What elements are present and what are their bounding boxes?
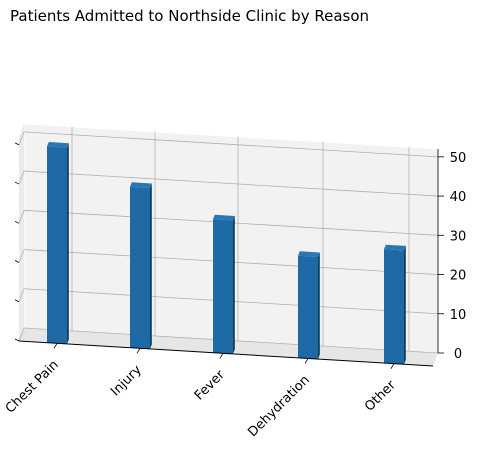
bar-side [67,143,69,344]
bar-front [384,249,404,365]
z-tick-label: 20 [450,269,467,284]
z-tick-label: 30 [450,229,467,244]
bar-fever [213,214,235,354]
left-tick [14,299,20,303]
x-tick [390,363,395,369]
x-tick [219,353,224,359]
x-tick-label: Dehydration [245,373,312,440]
grid-line-y [23,131,439,158]
bar-dehydration [298,251,320,360]
x-tick-label: Other [362,377,399,414]
bar-side [318,252,320,360]
z-tick-label: 10 [450,308,467,323]
x-tick [53,343,58,349]
x-tick-label: Fever [192,367,228,403]
x-tick-label: Chest Pain [3,358,62,417]
left-tick [14,220,20,224]
grid-line-y-side [18,249,25,263]
x-tick [136,348,141,354]
bar-front [47,146,67,344]
left-tick [14,338,20,342]
bar-side [150,183,152,349]
z-tick-label: 40 [450,190,467,205]
side-pane [19,124,24,341]
bar-front [213,219,233,354]
bar-top [384,244,406,251]
grid-line-y [23,170,439,197]
x-tick [304,358,309,364]
left-tick [14,181,20,185]
bar-injury [130,182,152,349]
bar-top [298,251,320,258]
grid-line-y-side [18,210,25,224]
x-tick-label: Injury [108,362,145,399]
z-tick-label: 0 [454,347,462,362]
bar-side [233,216,235,354]
bar-top [213,214,235,221]
grid-line-y-side [18,327,25,342]
bar-top [130,182,152,189]
grid-line-y-side [18,288,25,302]
z-tick-label: 50 [450,151,467,166]
bar-chest-pain [47,142,69,344]
bars [47,142,406,365]
grid-line-y-side [18,170,25,185]
left-tick [14,260,20,263]
grid-line-y-side [18,131,25,145]
chart-title: Patients Admitted to Northside Clinic by… [10,7,370,25]
bar-other [384,244,406,365]
axes [14,142,444,369]
bar-front [130,186,150,349]
bar-side [404,245,406,365]
x-axis-line [18,340,434,367]
bar-top [47,142,69,148]
bar-front [298,255,318,360]
left-tick [14,142,20,146]
